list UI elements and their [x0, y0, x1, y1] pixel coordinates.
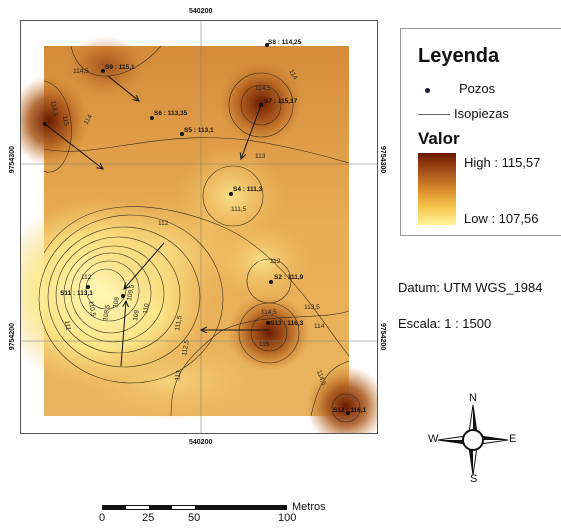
well-label: S2 : 111,9	[274, 274, 304, 281]
scale-tick-100: 100	[278, 512, 297, 524]
datum-text: Datum: UTM WGS_1984	[398, 280, 543, 295]
coord-left-y-lower: 9754200	[9, 323, 16, 351]
well-point	[43, 122, 47, 126]
contour-label: 115	[259, 341, 270, 348]
contour-label: 110,5	[87, 300, 97, 317]
wells-layer	[43, 43, 350, 415]
scale-bar: Metros 0 25 50 100	[99, 501, 326, 525]
well-label: S8 : 114,25	[268, 39, 302, 46]
contour-label: 111,5	[231, 206, 247, 213]
contour-label: 114,5	[261, 309, 277, 316]
compass-rose-icon	[437, 404, 509, 476]
legend-isolines-label: Isopiezas	[454, 106, 509, 121]
well-point	[101, 69, 105, 73]
well-point	[266, 321, 270, 325]
well-label: S7 : 115,17	[264, 98, 298, 105]
well-point	[180, 132, 184, 136]
contour-label: 114	[314, 323, 325, 330]
well-label: S9 : 115,1	[105, 64, 135, 71]
contour-label: 113	[255, 153, 266, 160]
isolines	[38, 45, 361, 423]
contour-label: 113,5	[304, 304, 320, 311]
compass-n: N	[469, 392, 477, 404]
compass-s: S	[470, 473, 478, 485]
contour-label: 111,5	[174, 315, 184, 332]
contour-label: 115	[61, 115, 70, 127]
contour-label: 111	[63, 320, 72, 331]
well-point	[229, 192, 233, 196]
north-arrow: N S W E	[428, 392, 518, 485]
well-label: S4 : 111,3	[233, 186, 263, 193]
well-point	[150, 116, 154, 120]
contour-label: 112	[270, 258, 281, 265]
contour-label: 114	[83, 113, 94, 126]
well-label: S11 : 113,1	[60, 290, 93, 297]
legend-low-label: Low : 107,56	[464, 211, 539, 226]
contour-label: 113	[174, 370, 183, 382]
isoline-symbol-icon	[418, 114, 450, 115]
scale-ratio-text: Escala: 1 : 1500	[398, 316, 492, 331]
well-labels: S8 : 114,25 S9 : 115,1 S7 : 115,17 S6 : …	[60, 39, 367, 414]
well-point	[269, 280, 273, 284]
well-label: S13 : 116,3	[270, 320, 304, 327]
well-label: S12 : 116,1	[333, 407, 367, 414]
contour-labels: 114,5 114,5 114 114,5 114 115 113 111,5 …	[49, 68, 327, 387]
coord-top-x: 540200	[189, 8, 213, 15]
map-frame: S8 : 114,25 S9 : 115,1 S7 : 115,17 S6 : …	[9, 8, 386, 446]
well-point	[346, 411, 350, 415]
contour-label: 109,5	[126, 284, 136, 302]
legend-title: Leyenda	[418, 45, 500, 67]
contour-label: 112	[158, 220, 169, 227]
legend-panel: Leyenda Pozos Isopiezas Valor High : 115…	[400, 28, 561, 236]
legend-value-title: Valor	[418, 129, 460, 148]
coord-right-y-upper: 9754300	[379, 146, 386, 174]
legend-wells-label: Pozos	[459, 81, 496, 96]
scale-tick-25: 25	[142, 512, 155, 524]
flow-arrows	[44, 75, 269, 367]
legend-high-label: High : 115,57	[464, 155, 541, 170]
well-label: S6 : 113,35	[154, 110, 188, 117]
coord-left-y-upper: 9754300	[9, 146, 16, 174]
compass-w: W	[428, 433, 439, 445]
scale-unit-label: Metros	[292, 501, 326, 513]
well-point	[259, 103, 263, 107]
well-point	[121, 294, 125, 298]
contour-label: 114,5	[255, 85, 271, 92]
scale-tick-0: 0	[99, 512, 106, 524]
compass-e: E	[509, 433, 517, 445]
scale-tick-50: 50	[188, 512, 201, 524]
contour-label: 109	[132, 309, 141, 321]
well-label: S5 : 113,1	[184, 127, 214, 134]
well-symbol-icon	[425, 88, 430, 93]
contour-label: 108,5	[102, 304, 112, 322]
map-canvas[interactable]: S8 : 114,25 S9 : 115,1 S7 : 115,17 S6 : …	[21, 21, 377, 433]
contour-label: 112	[81, 274, 92, 281]
coord-bottom-x: 540200	[189, 439, 213, 446]
contour-label: 114	[287, 69, 298, 82]
well-point	[265, 43, 269, 47]
contour-label: 112,5	[181, 339, 191, 356]
scale-bar-segments	[102, 505, 287, 510]
contour-label: 110	[142, 303, 151, 315]
contour-label: 114,5	[49, 100, 59, 117]
contour-label: 108	[112, 296, 121, 308]
coord-right-y-lower: 9754200	[379, 323, 386, 351]
color-ramp	[418, 153, 456, 225]
well-point	[86, 285, 90, 289]
contour-label: 114,5	[73, 68, 89, 75]
